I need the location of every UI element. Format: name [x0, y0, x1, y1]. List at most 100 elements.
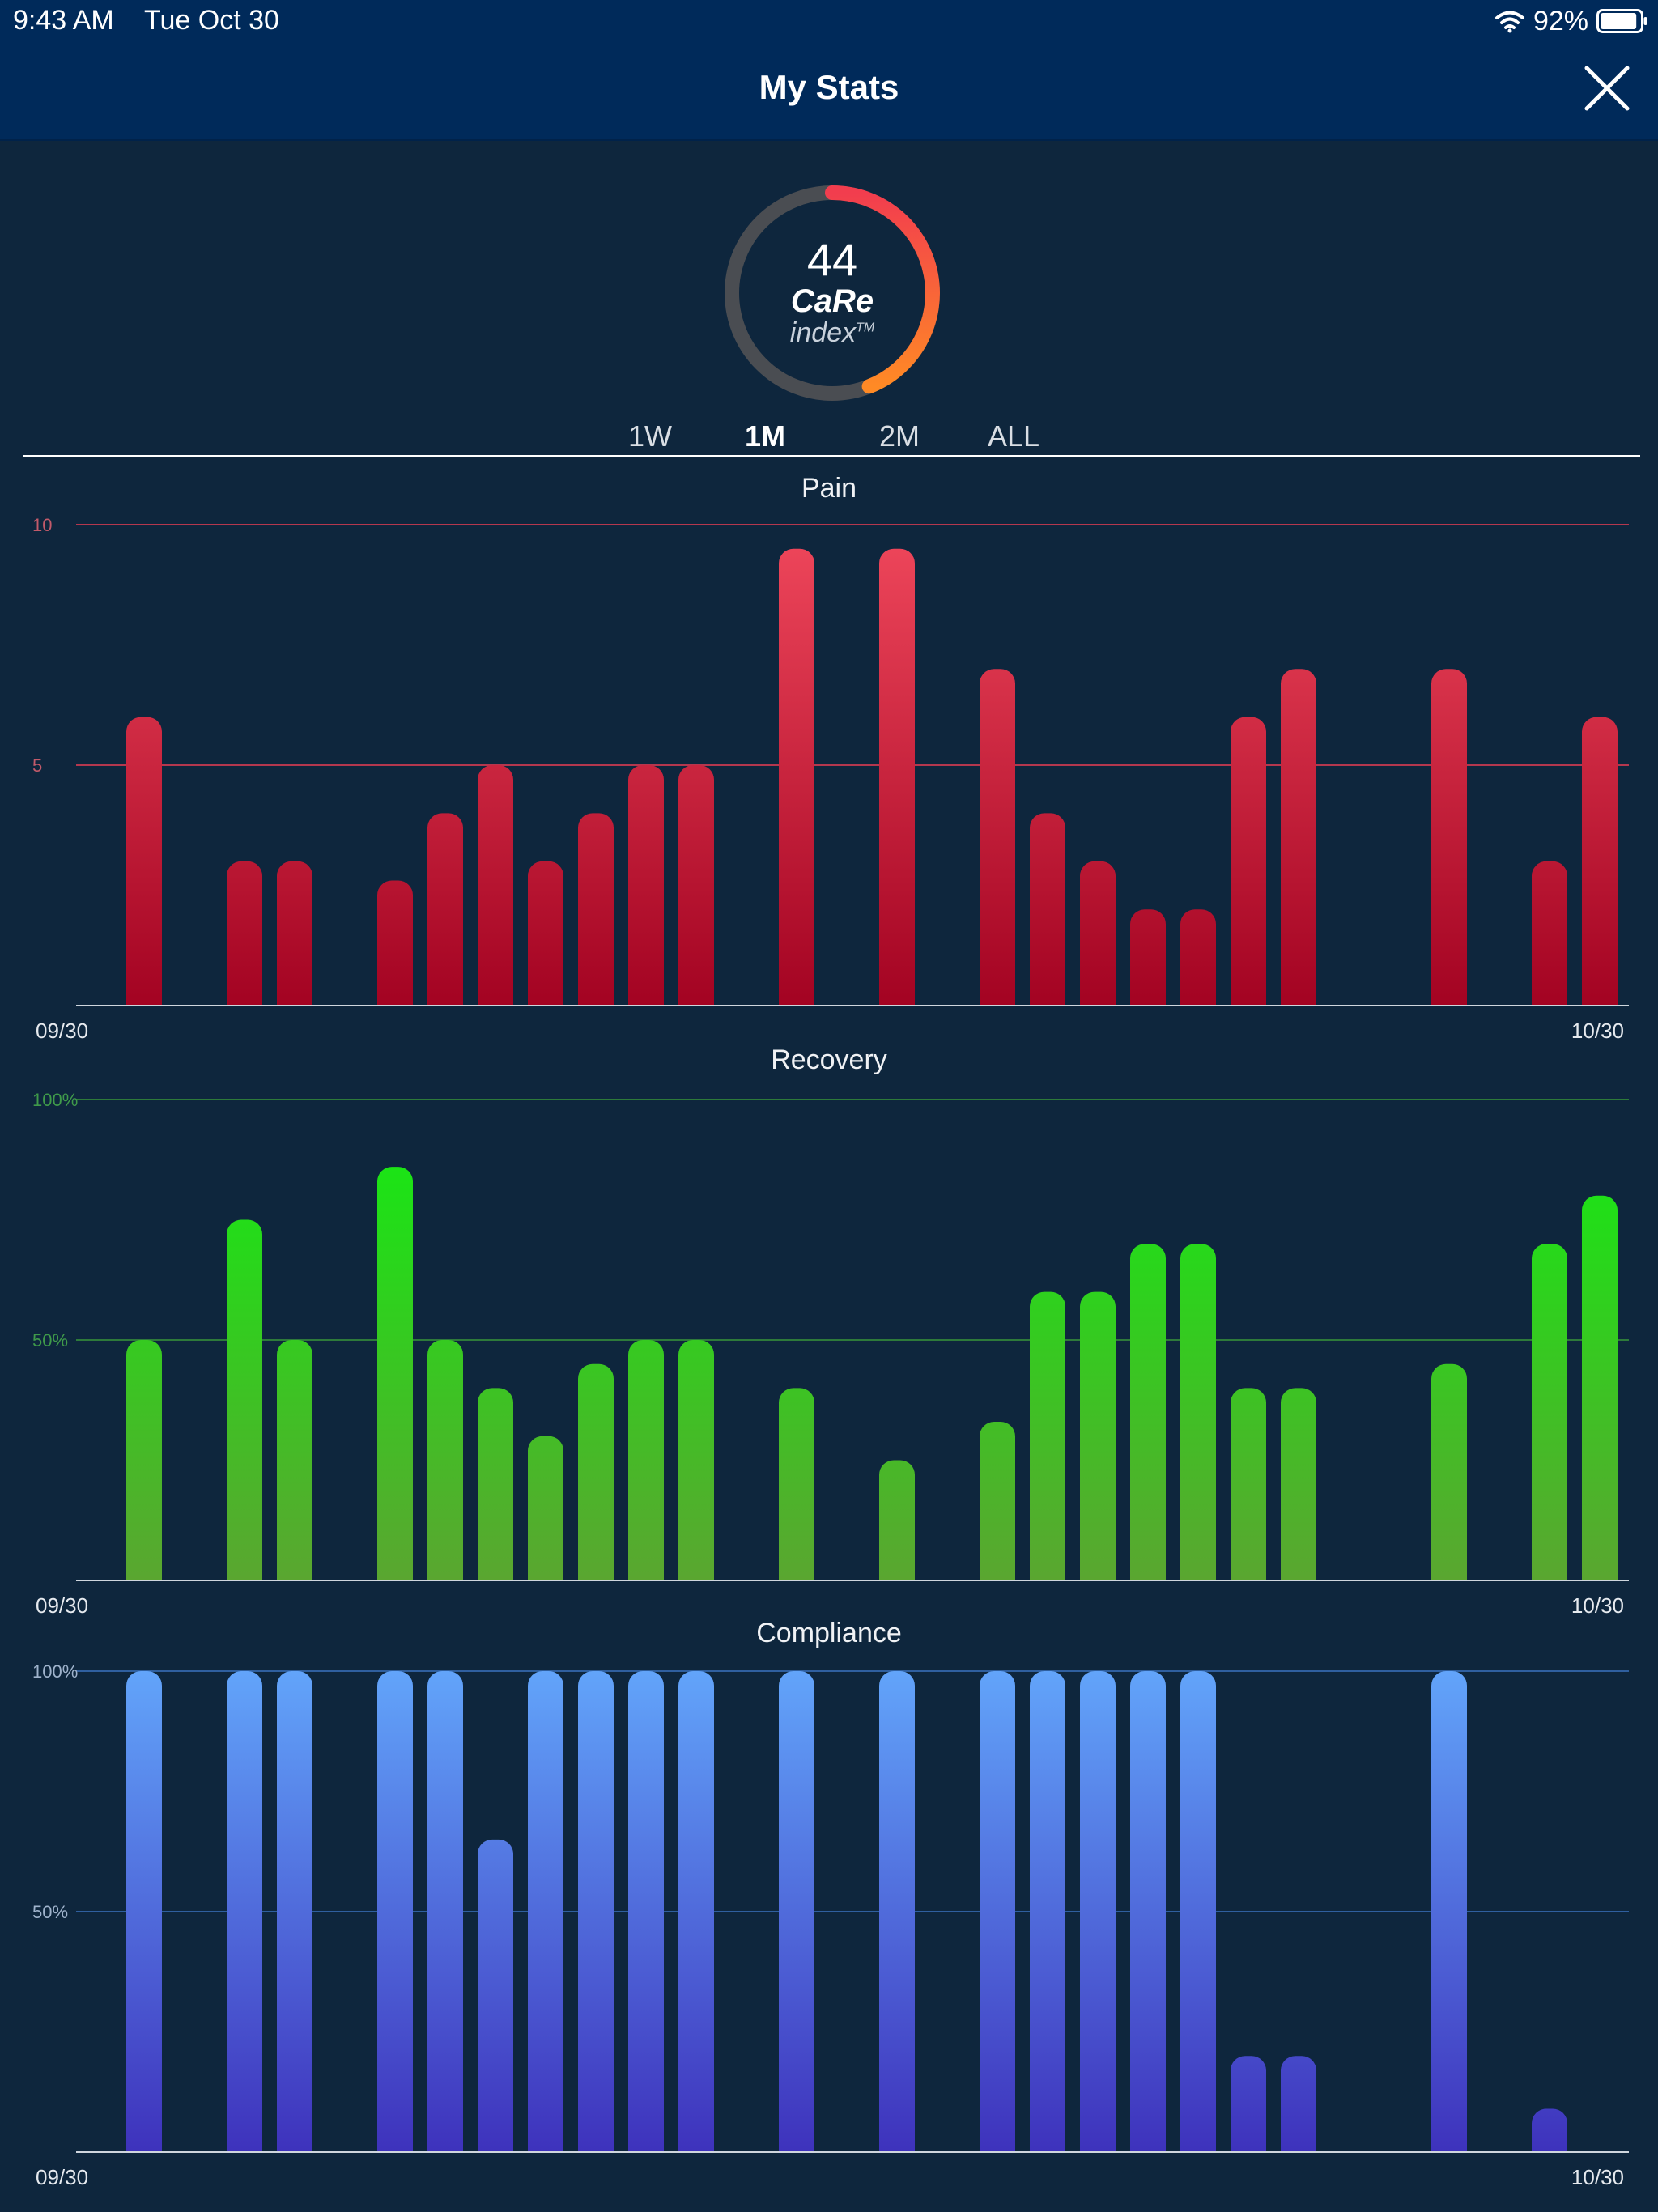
pain-chart-title: Pain: [801, 473, 857, 504]
pain-bar: [1281, 669, 1316, 1023]
gauge-label: CaRe: [790, 283, 874, 319]
recovery-bar: [879, 1460, 915, 1598]
pain-bar: [1180, 909, 1216, 1023]
page-title: My Stats: [759, 68, 899, 106]
recovery-bar: [1030, 1291, 1065, 1598]
recovery-y-tick-label: 50%: [32, 1330, 68, 1351]
recovery-bar: [377, 1167, 413, 1598]
pain-bar: [528, 861, 563, 1023]
compliance-bar: [377, 1671, 413, 2170]
care-index-gauge: 44 CaRe indexTM: [717, 178, 947, 408]
pain-bar: [377, 880, 413, 1023]
compliance-bar: [1281, 2056, 1316, 2170]
pain-bar: [1080, 861, 1116, 1023]
compliance-bar: [427, 1671, 463, 2170]
pain-bar: [1130, 909, 1166, 1023]
nav-bar: My Stats: [0, 42, 1658, 141]
recovery-y-tick-label: 100%: [32, 1090, 78, 1110]
recovery-bar: [1582, 1195, 1618, 1598]
recovery-bar: [1180, 1244, 1216, 1598]
recovery-chart-title: Recovery: [771, 1044, 887, 1075]
recovery-bar: [1431, 1363, 1467, 1598]
recovery-bar: [427, 1340, 463, 1598]
recovery-bar: [478, 1388, 513, 1598]
gauge-sublabel-text: index: [789, 317, 857, 348]
tab-1w[interactable]: 1W: [628, 419, 672, 453]
compliance-bar: [1231, 2056, 1266, 2170]
battery-percent: 92%: [1533, 5, 1588, 36]
pain-bar: [227, 861, 262, 1023]
pain-y-tick-label: 5: [32, 755, 42, 776]
recovery-bar: [980, 1421, 1015, 1598]
pain-bar: [478, 765, 513, 1023]
gauge-progress-arc: [825, 185, 940, 394]
pain-bar: [1431, 669, 1467, 1023]
recovery-bar: [578, 1363, 614, 1598]
tab-1m[interactable]: 1M: [745, 419, 786, 453]
recovery-x-end-label: 10/30: [1571, 1593, 1624, 1618]
compliance-x-end-label: 10/30: [1571, 2165, 1624, 2189]
recovery-bar: [277, 1340, 312, 1598]
status-time: 9:43 AM: [13, 5, 114, 36]
compliance-bar: [528, 1671, 563, 2170]
pain-bar: [879, 548, 915, 1023]
pain-bar: [578, 813, 614, 1023]
battery-icon: [1596, 9, 1647, 33]
recovery-bar: [628, 1340, 664, 1598]
pain-bar: [1582, 717, 1618, 1023]
pain-x-end-label: 10/30: [1571, 1019, 1624, 1043]
recovery-bar: [126, 1340, 162, 1598]
pain-x-start-label: 09/30: [36, 1019, 88, 1043]
pain-bar: [1231, 717, 1266, 1023]
recovery-bar: [1532, 1244, 1567, 1598]
tab-2m[interactable]: 2M: [879, 419, 920, 453]
pain-bar: [1030, 813, 1065, 1023]
compliance-chart-title: Compliance: [756, 1618, 902, 1648]
pain-bar: [277, 861, 312, 1023]
gauge-trademark: TM: [856, 321, 875, 335]
compliance-y-tick-label: 50%: [32, 1902, 68, 1922]
pain-bar: [1532, 861, 1567, 1023]
tab-all[interactable]: ALL: [988, 419, 1040, 453]
compliance-bar: [779, 1671, 814, 2170]
compliance-bar: [1180, 1671, 1216, 2170]
pain-y-tick-label: 10: [32, 515, 52, 535]
gauge-sublabel: indexTM: [717, 317, 947, 349]
compliance-y-tick-label: 100%: [32, 1661, 78, 1682]
status-date: Tue Oct 30: [144, 5, 279, 36]
gauge-text: 44 CaRe indexTM: [717, 178, 947, 408]
pain-bar: [427, 813, 463, 1023]
range-tabs: 1W 1M 2M ALL: [0, 411, 1658, 457]
compliance-bar: [126, 1671, 162, 2170]
status-bar: 9:43 AM Tue Oct 30 92%: [0, 0, 1658, 42]
recovery-bar: [678, 1340, 714, 1598]
recovery-bar: [779, 1388, 814, 1598]
recovery-bar: [227, 1219, 262, 1598]
pain-bar: [628, 765, 664, 1023]
compliance-chart: 100% 50% 09/30 10/30: [0, 1661, 1658, 2191]
recovery-bar: [1281, 1388, 1316, 1598]
recovery-baseline-mask: [0, 1580, 1658, 1619]
compliance-bar: [879, 1671, 915, 2170]
compliance-baseline-mask: [0, 2152, 1658, 2191]
compliance-bar: [678, 1671, 714, 2170]
compliance-bar: [980, 1671, 1015, 2170]
pain-baseline-mask: [0, 1006, 1658, 1044]
compliance-bar: [277, 1671, 312, 2170]
status-right: 92%: [1494, 3, 1648, 39]
recovery-x-start-label: 09/30: [36, 1593, 88, 1618]
close-icon: [1584, 66, 1630, 111]
compliance-bar: [1431, 1671, 1467, 2170]
tabs-divider: [23, 455, 1640, 457]
pain-chart: 10 5 09/30 10/30: [0, 515, 1658, 1044]
compliance-x-start-label: 09/30: [36, 2165, 88, 2189]
recovery-chart: 100% 50% 09/30 10/30: [0, 1090, 1658, 1619]
compliance-bar: [227, 1671, 262, 2170]
recovery-bar: [1080, 1291, 1116, 1598]
pain-bar: [980, 669, 1015, 1023]
recovery-bar: [528, 1436, 563, 1598]
close-button[interactable]: [1580, 62, 1634, 115]
gauge-value: 44: [806, 234, 858, 285]
compliance-bar: [478, 1839, 513, 2170]
compliance-bar: [1130, 1671, 1166, 2170]
